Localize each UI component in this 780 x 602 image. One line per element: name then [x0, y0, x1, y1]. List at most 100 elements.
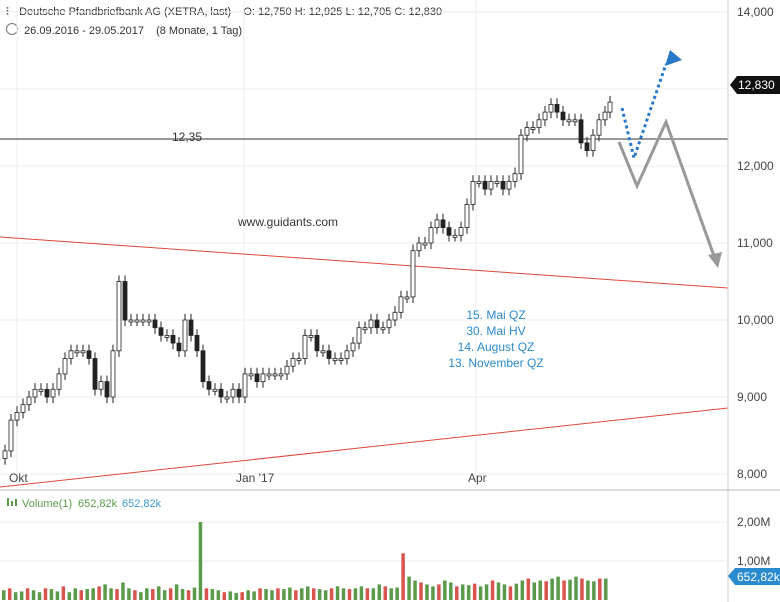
volume-bar — [598, 578, 602, 600]
volume-bar — [526, 578, 531, 600]
volume-bar — [192, 587, 197, 600]
event-label: 14. August QZ — [458, 340, 535, 354]
volume-bar — [73, 588, 78, 600]
lower-trendline — [0, 407, 729, 488]
candle-body — [2, 450, 8, 459]
candle-body — [470, 180, 476, 205]
candle-body — [92, 358, 98, 390]
volume-bar — [43, 588, 48, 600]
candle-body — [344, 350, 350, 359]
candle-body — [122, 281, 128, 321]
event-label: 15. Mai QZ — [466, 308, 525, 322]
candle-body — [362, 327, 368, 331]
candle-body — [230, 388, 236, 398]
volume-bar — [472, 583, 477, 600]
candle-body — [242, 373, 248, 398]
date-range: 26.09.2016 - 29.05.2017 — [24, 25, 144, 37]
volume-bar — [389, 588, 393, 600]
volume-tag-value: 652,82k — [737, 570, 780, 584]
volume-bar — [282, 589, 286, 600]
forecast-blue-path — [620, 50, 682, 164]
volume-bar — [449, 582, 453, 600]
volume-bar — [61, 586, 66, 600]
candle-body — [134, 319, 140, 323]
volume-bar — [276, 588, 280, 600]
candle-body — [110, 350, 116, 398]
volume-bar — [204, 588, 209, 600]
candle-body — [254, 373, 260, 382]
candle-body — [332, 358, 338, 361]
candle-body — [68, 350, 74, 359]
volume-bar — [300, 588, 304, 600]
volume-bar — [329, 588, 334, 600]
candle-body — [434, 219, 440, 228]
candle-body — [542, 111, 548, 121]
volume-bar — [121, 582, 125, 600]
candle-body — [440, 219, 446, 228]
candle-body — [116, 281, 122, 352]
candle-body — [590, 134, 596, 151]
candle-body — [422, 242, 428, 246]
candle-body — [410, 250, 416, 298]
volume-bar — [347, 589, 352, 600]
candle-body — [596, 119, 602, 136]
volume-legend: Volume(1) 652,82k 652,82k — [7, 498, 162, 510]
volume-bar — [353, 588, 358, 600]
volume-bar — [383, 586, 387, 600]
candle-body — [368, 319, 374, 329]
volume-bar — [180, 589, 185, 600]
candle-body — [464, 204, 470, 229]
volume-bar — [25, 588, 30, 600]
candle-body — [554, 104, 560, 113]
volume-bar — [580, 578, 584, 600]
y-tick-label: 8,000 — [737, 467, 767, 481]
volume-bar — [67, 592, 72, 600]
volume-bar — [484, 584, 489, 600]
volume-bar — [460, 584, 465, 600]
candle-body — [26, 396, 32, 406]
candle-body — [356, 327, 362, 344]
volume-bar — [31, 590, 36, 600]
volume-bar — [186, 590, 191, 600]
volume-bar — [323, 590, 328, 600]
candle-body — [152, 319, 158, 329]
candle-body — [212, 388, 218, 392]
candle-body — [518, 134, 524, 175]
candle-body — [290, 358, 296, 367]
volume-bar — [13, 592, 18, 600]
candle-body — [338, 358, 344, 361]
volume-tag: 652,82k — [728, 568, 780, 585]
candle-body — [320, 350, 326, 354]
candle-body — [272, 373, 278, 377]
forecast-gray-path — [617, 118, 722, 268]
candle-body — [578, 119, 584, 144]
volume-bar — [538, 580, 542, 600]
volume-bar — [550, 578, 554, 600]
volume-bar — [127, 588, 131, 600]
volume-bar — [365, 588, 370, 600]
volume-bar — [55, 591, 60, 600]
candle-body — [146, 319, 152, 323]
y-tick-label: 14,000 — [737, 5, 774, 19]
volume-bar — [156, 586, 161, 600]
volume-bar — [514, 583, 519, 600]
candle-body — [314, 334, 320, 352]
volume-bar — [508, 586, 513, 600]
volume-bar — [568, 579, 572, 600]
candle-body — [140, 319, 146, 323]
candle-body — [584, 142, 590, 151]
candle-body — [566, 119, 572, 123]
candle-body — [560, 111, 566, 121]
candle-body — [62, 358, 68, 375]
candle-body — [302, 334, 308, 359]
volume-bar — [443, 580, 447, 600]
volume-bar — [431, 586, 435, 600]
candle-body — [350, 342, 356, 352]
volume-bar — [574, 576, 578, 600]
candle-body — [236, 388, 242, 398]
volume-bar — [604, 578, 608, 600]
candle-body — [260, 373, 266, 382]
candle-body — [170, 334, 176, 344]
candle-body — [104, 381, 110, 398]
